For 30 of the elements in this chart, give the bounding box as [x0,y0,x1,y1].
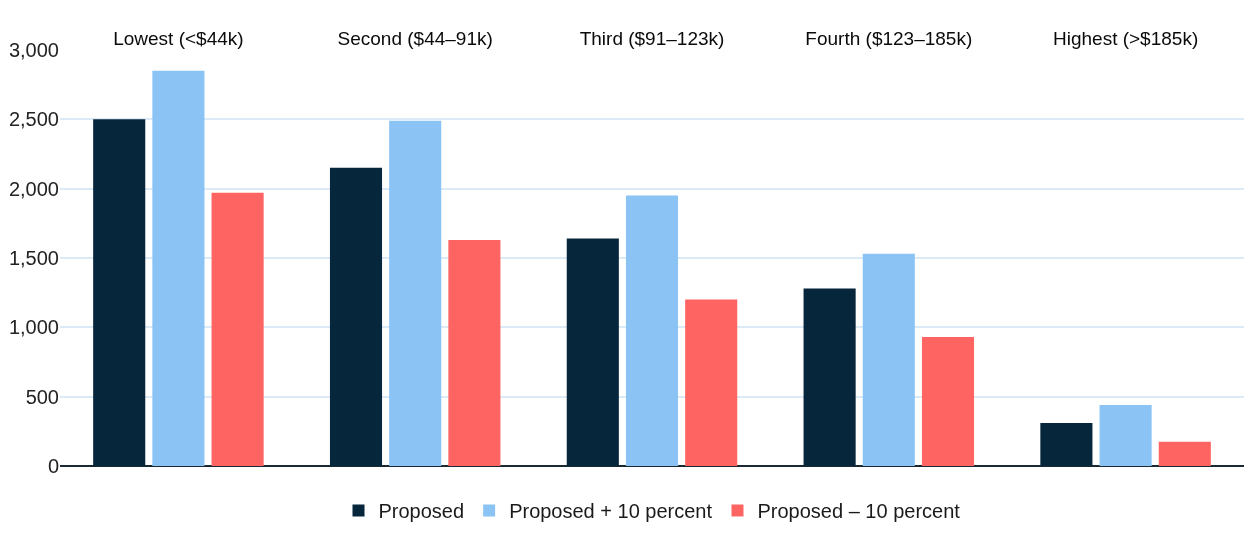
bar [921,337,975,466]
bar [685,299,738,466]
x-tick-label: Second ($44–91k) [337,28,493,50]
x-tick-label: Highest (>$185k) [1052,28,1199,50]
bar [1158,441,1211,466]
bar [803,288,856,466]
x-tick-label: Third ($91–123k) [579,28,725,50]
bar [448,239,501,466]
x-tick-label: Fourth ($123–185k) [805,28,973,50]
y-tick-label: 1,500 [8,247,59,269]
bar [93,119,146,466]
bar [211,192,264,466]
y-tick-label: 3,000 [8,39,59,61]
bar [862,253,915,466]
y-tick-label: 1,000 [8,316,59,339]
y-tick-label: 0 [47,455,59,477]
bar [389,120,442,466]
bar [625,195,679,466]
legend-label: Proposed [378,500,465,523]
bar [1099,404,1152,466]
x-tick-label: Lowest (<$44k) [113,28,244,50]
bar [1040,423,1093,466]
legend-label: Proposed – 10 percent [757,500,961,523]
y-tick-label: 2,000 [8,177,59,200]
y-tick-label: 2,500 [8,108,59,131]
bar [329,167,383,466]
legend-label: Proposed + 10 percent [509,500,713,523]
y-tick-label: 500 [25,385,59,408]
bar [152,70,205,466]
bar [566,238,619,466]
